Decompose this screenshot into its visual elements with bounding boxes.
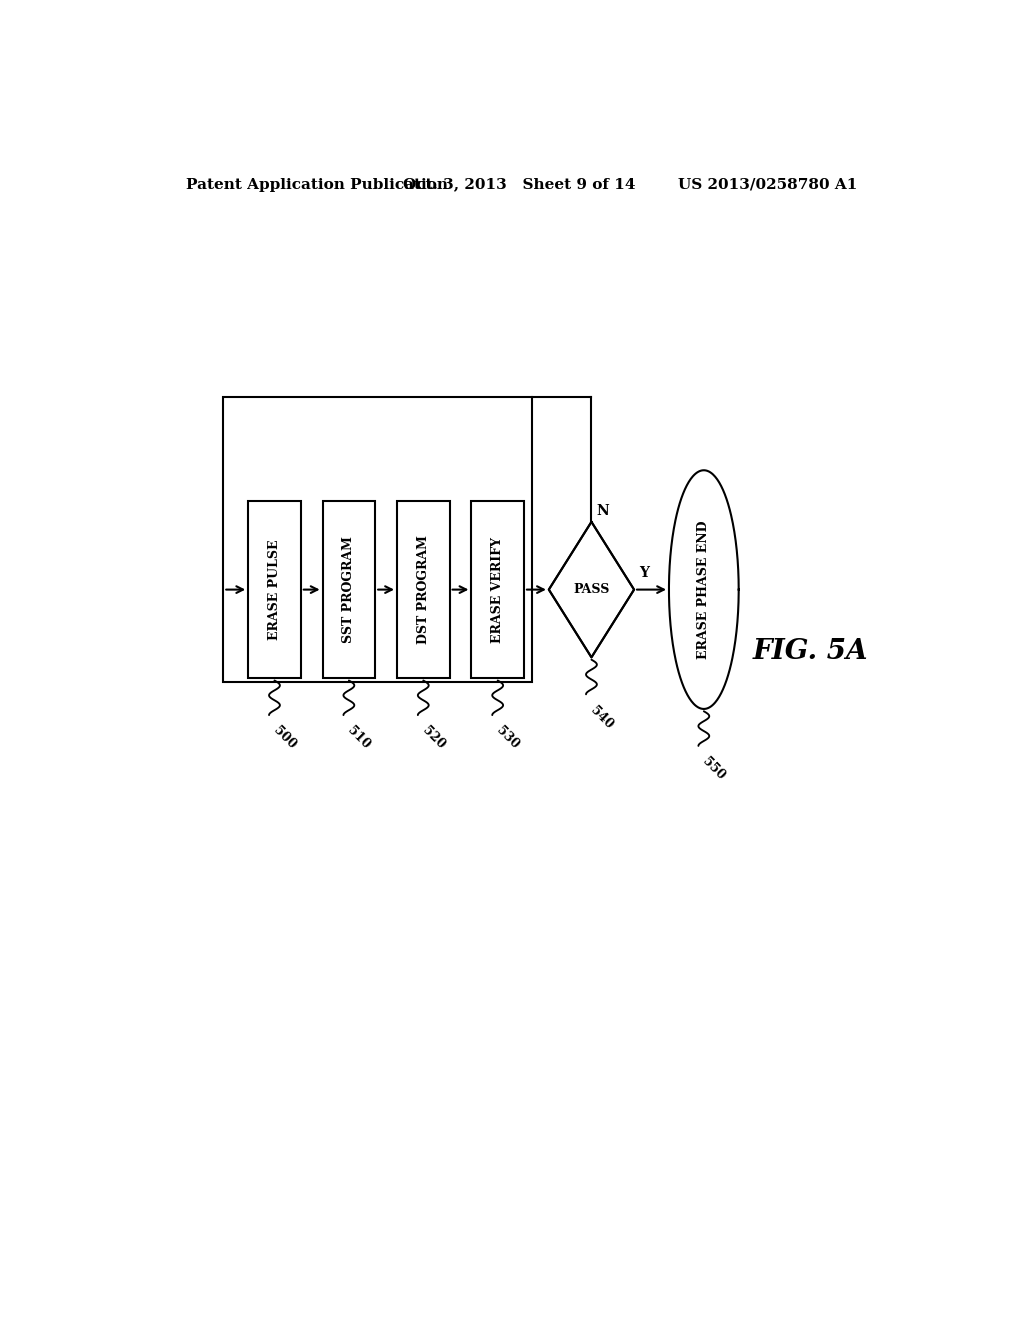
Polygon shape — [549, 521, 634, 657]
Text: 500: 500 — [270, 725, 298, 752]
Text: 510: 510 — [345, 725, 373, 752]
Text: SST PROGRAM: SST PROGRAM — [342, 536, 355, 643]
Bar — [223, 397, 531, 682]
Polygon shape — [669, 470, 738, 709]
Text: 540: 540 — [588, 704, 615, 731]
Text: 520: 520 — [420, 725, 447, 752]
Text: PASS: PASS — [573, 583, 609, 597]
Text: 530: 530 — [494, 725, 521, 752]
Text: FIG. 5A: FIG. 5A — [753, 638, 867, 665]
Text: DST PROGRAM: DST PROGRAM — [417, 535, 430, 644]
Bar — [323, 502, 375, 678]
Text: ERASE PULSE: ERASE PULSE — [268, 540, 281, 640]
Text: 550: 550 — [700, 755, 727, 783]
Bar — [248, 502, 301, 678]
Text: US 2013/0258780 A1: US 2013/0258780 A1 — [678, 178, 858, 191]
Text: ERASE VERIFY: ERASE VERIFY — [492, 537, 504, 643]
Text: N: N — [597, 504, 609, 517]
Text: Oct. 3, 2013   Sheet 9 of 14: Oct. 3, 2013 Sheet 9 of 14 — [403, 178, 636, 191]
Bar — [471, 502, 524, 678]
Text: Y: Y — [640, 566, 649, 581]
Text: ERASE PHASE END: ERASE PHASE END — [697, 520, 711, 659]
Bar — [397, 502, 450, 678]
Text: Patent Application Publication: Patent Application Publication — [186, 178, 449, 191]
